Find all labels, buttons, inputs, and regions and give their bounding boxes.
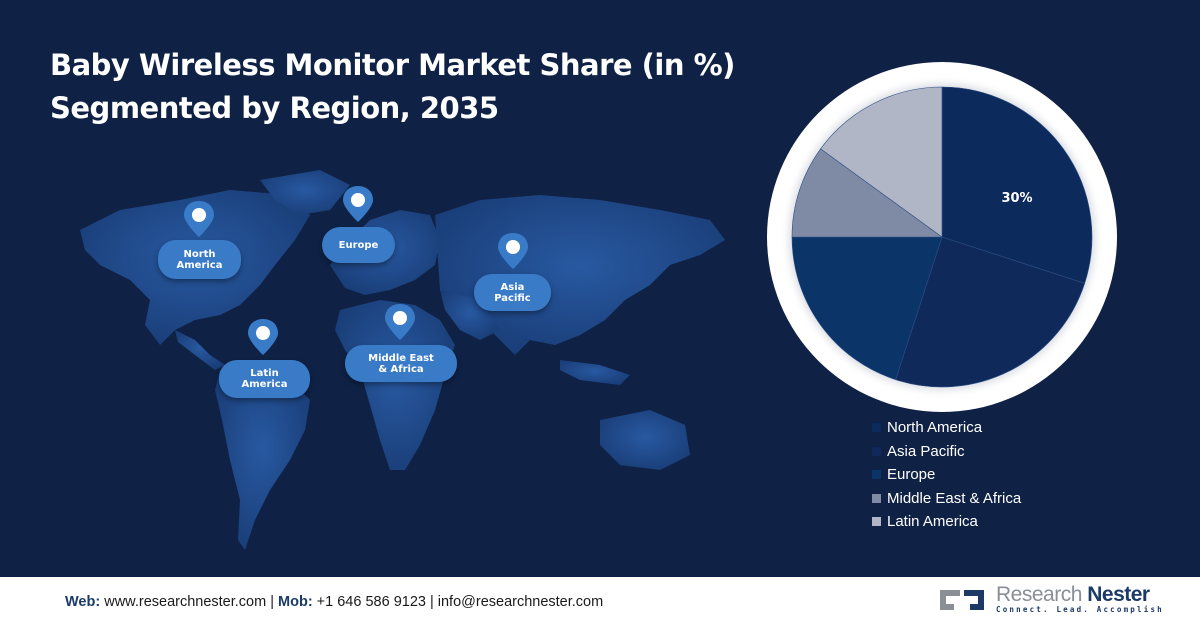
- location-pin-icon: [385, 304, 415, 340]
- web-link[interactable]: www.researchnester.com |: [100, 594, 279, 610]
- mob-label: Mob:: [278, 594, 313, 610]
- region-label-asia-pacific: Asia Pacific: [474, 274, 551, 311]
- region-label-middle-east-africa: Middle East & Africa: [345, 345, 457, 382]
- legend-label: Asia Pacific: [887, 442, 965, 460]
- legend-label: North America: [887, 419, 983, 437]
- legend-item-middle-east-africa: Middle East & Africa: [872, 487, 1021, 511]
- pie-slice-middle-east-africa: [791, 148, 943, 238]
- logo-mark-icon: [940, 589, 984, 610]
- label-line: & Africa: [378, 363, 424, 375]
- pie-svg: 30%: [767, 62, 1117, 412]
- location-pin-icon: [248, 319, 278, 355]
- south-america-landmass: [215, 365, 310, 550]
- region-label-latin-america: Latin America: [219, 360, 310, 398]
- title-line-2: Segmented by Region, 2035: [50, 91, 499, 125]
- africa-landmass: [335, 300, 455, 470]
- contact-info: Web: www.researchnester.com | Mob: +1 64…: [65, 594, 603, 610]
- web-label: Web:: [65, 594, 101, 610]
- label-line: America: [176, 259, 223, 271]
- region-label-north-america: North America: [158, 240, 241, 279]
- legend-item-latin-america: Latin America: [872, 510, 1021, 534]
- label-line: Latin: [250, 368, 279, 379]
- australia-landmass: [600, 410, 690, 470]
- logo-name-part: Research: [996, 583, 1088, 606]
- legend-label: Latin America: [887, 513, 978, 531]
- pie-chart: 30%: [767, 62, 1117, 412]
- pie-slice-asia-pacific: [895, 236, 1086, 388]
- legend-swatch: [872, 517, 881, 527]
- chart-legend: North America Asia Pacific Europe Middle…: [872, 416, 1021, 534]
- logo-name: Research Nester: [996, 583, 1164, 606]
- title-line-1: Baby Wireless Monitor Market Share (in %…: [50, 48, 735, 82]
- location-pin-icon: [343, 186, 373, 222]
- location-pin-icon: [498, 233, 528, 269]
- legend-swatch: [872, 493, 881, 503]
- label-line: Pacific: [494, 292, 531, 304]
- footer: Web: www.researchnester.com | Mob: +1 64…: [0, 577, 1200, 628]
- label-line: America: [241, 379, 288, 390]
- logo-name-part: Nester: [1087, 583, 1150, 606]
- pie-slice-latin-america: [820, 86, 943, 238]
- legend-swatch: [872, 470, 881, 480]
- legend-item-europe: Europe: [872, 463, 1021, 487]
- legend-item-north-america: North America: [872, 416, 1021, 440]
- pie-slice-europe: [791, 236, 943, 381]
- label-line: Europe: [338, 239, 379, 251]
- logo-tagline: Connect. Lead. Accomplish: [996, 605, 1164, 614]
- chart-title: Baby Wireless Monitor Market Share (in %…: [50, 44, 735, 130]
- phone-email: +1 646 586 9123 | info@researchnester.co…: [312, 594, 604, 610]
- label-line: North: [183, 248, 216, 260]
- pie-slice-north-america: [941, 86, 1093, 284]
- region-label-europe: Europe: [322, 227, 395, 263]
- legend-label: Europe: [887, 466, 936, 484]
- label-line: Asia: [500, 281, 525, 293]
- label-line: Middle East: [368, 352, 434, 364]
- legend-item-asia-pacific: Asia Pacific: [872, 440, 1021, 464]
- legend-label: Middle East & Africa: [887, 489, 1022, 507]
- legend-swatch: [872, 423, 881, 433]
- location-pin-icon: [184, 201, 214, 237]
- slice-value-label: 30%: [1001, 191, 1032, 206]
- legend-swatch: [872, 446, 881, 456]
- research-nester-logo: Research Nester Connect. Lead. Accomplis…: [936, 583, 1164, 614]
